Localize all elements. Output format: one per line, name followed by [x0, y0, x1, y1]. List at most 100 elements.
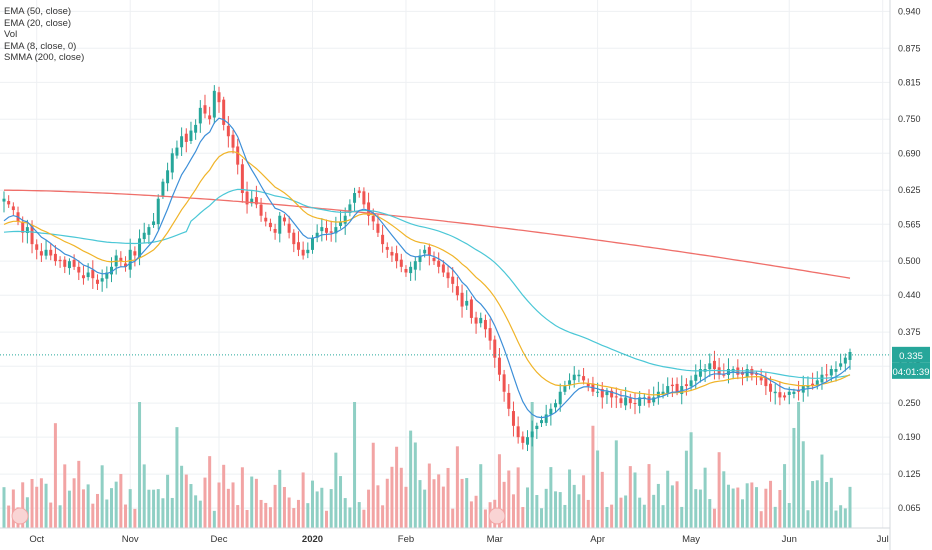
candle: [712, 350, 716, 380]
candle-body: [624, 397, 628, 406]
volume-bar: [773, 506, 777, 528]
candle: [292, 229, 296, 253]
volume-bar: [49, 502, 53, 528]
volume-bar: [811, 481, 815, 528]
volume-bar: [399, 467, 403, 528]
candle-body: [142, 232, 146, 240]
candles: [2, 85, 852, 452]
volume-bar: [226, 488, 230, 528]
candle-body: [152, 221, 156, 226]
candle-body: [633, 403, 637, 405]
x-tick-label: Jul: [877, 534, 889, 545]
candle-body: [778, 392, 782, 398]
volume-bar: [86, 484, 90, 528]
volume-bar: [264, 502, 268, 528]
earnings-event-icon[interactable]: [488, 507, 506, 525]
candle: [502, 369, 506, 402]
volume-bar: [100, 465, 104, 528]
candle-body: [474, 317, 478, 324]
volume-bar: [783, 464, 787, 528]
x-tick-label: Feb: [398, 534, 414, 545]
candle: [128, 238, 132, 278]
volume-bar: [278, 469, 282, 528]
candle-body: [348, 204, 352, 213]
candle-body: [156, 198, 160, 225]
candle: [184, 128, 188, 153]
candle-body: [535, 425, 539, 430]
candle-body: [30, 226, 34, 245]
volume-bar: [600, 471, 604, 528]
candle: [511, 401, 515, 437]
volume-bar: [568, 469, 572, 528]
volume-bar: [236, 505, 240, 528]
candle: [460, 284, 464, 318]
candle: [371, 208, 375, 231]
volume-bar: [334, 452, 338, 528]
volume-bar: [7, 505, 11, 528]
smma-200-line: [4, 189, 851, 279]
candle-body: [212, 90, 216, 118]
candle: [535, 422, 539, 439]
candle-body: [479, 317, 483, 324]
candle: [240, 158, 244, 203]
volume-bar: [175, 427, 179, 528]
ema-8-line: [3, 117, 851, 419]
candle: [610, 387, 614, 408]
volume-bar: [91, 503, 95, 528]
candle-body: [44, 249, 48, 256]
candle: [479, 312, 483, 328]
candle: [614, 387, 618, 409]
candle-body: [194, 124, 198, 133]
volume-bar: [689, 432, 693, 528]
candle-body: [296, 242, 300, 250]
legend-smma200[interactable]: SMMA (200, close): [4, 52, 85, 64]
legend-ema8[interactable]: EMA (8, close, 0): [4, 40, 77, 52]
candle-body: [273, 228, 277, 233]
event-badges[interactable]: [11, 507, 506, 525]
y-tick-label: 0.625: [898, 185, 921, 195]
legend-vol[interactable]: Vol: [4, 29, 18, 41]
candle-body: [264, 217, 268, 222]
candle: [133, 246, 137, 267]
volume-bar: [72, 478, 76, 528]
volume-bar: [755, 487, 759, 528]
candle-body: [708, 363, 712, 370]
candle: [689, 375, 693, 392]
candle: [142, 222, 146, 243]
legend-ema20[interactable]: EMA (20, close): [4, 17, 72, 29]
candle-body: [11, 206, 15, 211]
volume-bar: [792, 427, 796, 528]
legend-ema50[interactable]: EMA (50, close): [4, 6, 72, 17]
candle-body: [773, 391, 777, 394]
x-tick-label: Dec: [211, 534, 228, 545]
candle: [568, 373, 572, 390]
candle: [455, 277, 459, 301]
candle: [198, 100, 202, 133]
candle-body: [63, 259, 67, 267]
volume-bar: [114, 481, 118, 528]
candle-body: [217, 92, 221, 103]
candle-body: [222, 99, 226, 125]
volume-bar: [497, 454, 501, 528]
candle: [554, 399, 558, 413]
earnings-event-icon[interactable]: [11, 507, 29, 525]
candle-body: [166, 170, 170, 184]
candle-body: [689, 380, 693, 387]
candle: [446, 266, 450, 288]
candle-body: [110, 266, 114, 275]
volume-bar: [726, 484, 730, 528]
candle-body: [91, 269, 95, 279]
volume-bar: [44, 483, 48, 528]
candle-body: [413, 261, 417, 270]
volume-bar: [348, 507, 352, 528]
candle-body: [25, 227, 29, 234]
last-price-badge: [892, 346, 930, 363]
candle-body: [726, 369, 730, 375]
candle: [16, 206, 20, 226]
candle-body: [138, 238, 142, 257]
volume-bar: [633, 472, 637, 528]
candle-body: [638, 397, 642, 406]
volume-bar: [208, 456, 212, 528]
volume-bar: [362, 509, 366, 528]
